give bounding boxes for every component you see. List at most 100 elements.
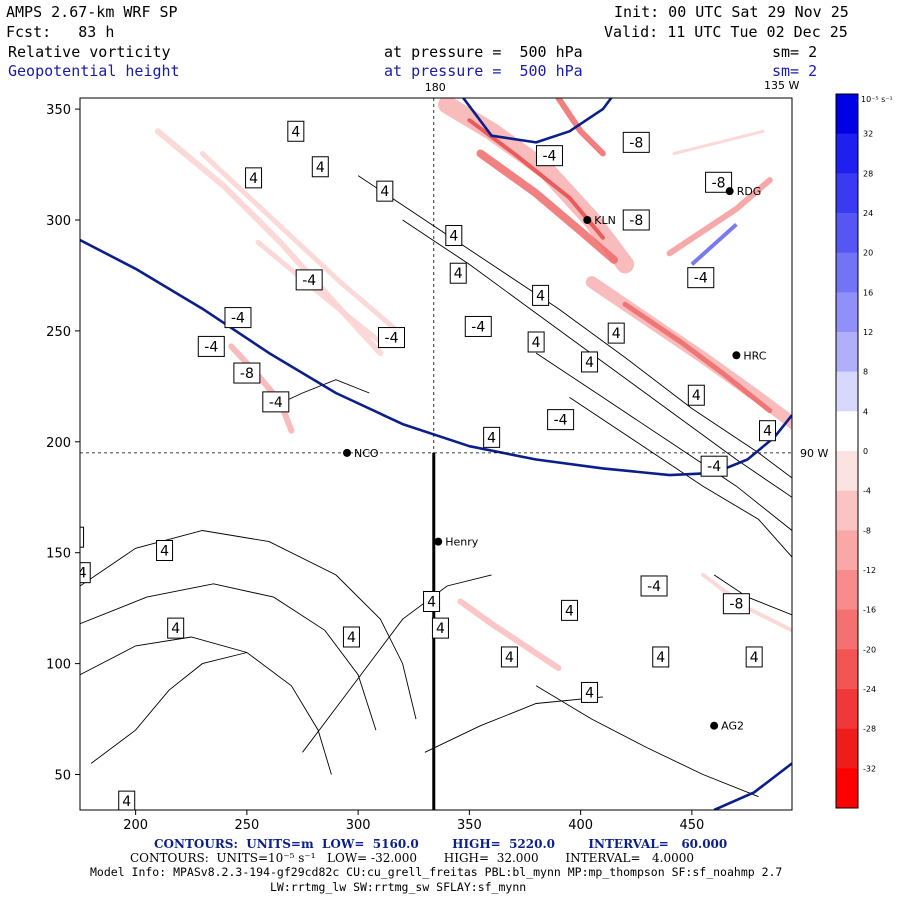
contour-label-box (607, 322, 625, 344)
station-marker (343, 448, 351, 457)
station-label: NCO (354, 447, 379, 460)
vorticity-contour (569, 397, 792, 558)
forecast-hour: Fcst: 83 h (6, 23, 115, 41)
contour-value-label: 4 (167, 617, 185, 639)
contour-value-label: 4 (652, 646, 670, 668)
contour-value-label: 4 (581, 351, 599, 373)
field1-name: Relative vorticity (8, 43, 171, 61)
contour-value-label: 4 (342, 626, 360, 648)
contour-label-text: 4 (291, 124, 300, 140)
contour-value-label: 4 (431, 617, 449, 639)
colorbar-swatch (836, 133, 858, 174)
contour-label-text: 4 (171, 621, 180, 637)
contour-label-box (527, 331, 545, 353)
contour-label-box (287, 120, 305, 142)
colorbar-frame (835, 93, 859, 809)
contour-label-text: -4 (204, 339, 218, 355)
colorbar-tick-label: 8 (863, 368, 868, 377)
contour-value-label: -8 (233, 362, 261, 384)
station-marker (583, 215, 592, 224)
contour-value-label: 4 (156, 539, 174, 561)
vorticity-contour (402, 219, 792, 498)
contour-label-text: -4 (694, 271, 708, 287)
station-marker (725, 187, 734, 196)
contour-label-text: 4 (612, 326, 621, 342)
vorticity-contour (90, 652, 248, 764)
colorbar-swatch (836, 411, 858, 452)
vorticity-contour (302, 574, 492, 753)
contour-label-box (295, 269, 323, 291)
contour-label-text: 4 (15, 543, 24, 559)
contour-label-box (80, 526, 85, 548)
colorbar-swatch (836, 768, 858, 809)
colorbar-swatch (836, 213, 858, 254)
contour-value-label: 4 (12, 540, 28, 560)
vorticity-contour-info: CONTOURS: UNITS=10⁻⁵ s⁻¹ LOW= -32.000 HI… (130, 851, 694, 865)
lon-label-135w: 135 W (764, 79, 799, 92)
colorbar-tick-label: 12 (863, 328, 873, 337)
contour-label-box (700, 455, 728, 477)
contour-value-label: -4 (547, 409, 575, 431)
contour-label-text: 4 (347, 630, 356, 646)
y-tick-label: 300 (46, 214, 71, 229)
vorticity-contour (80, 583, 377, 731)
colorbar-tick-label: -24 (863, 685, 876, 694)
contour-value-label: 4 (78, 562, 91, 584)
contour-label-box (118, 790, 136, 810)
y-tick-label: 250 (46, 325, 71, 340)
contour-value-label: -4 (295, 269, 323, 291)
contour-label-text: 4 (763, 424, 772, 440)
vorticity-contour (357, 175, 792, 479)
contour-label-text: 4 (78, 566, 87, 582)
x-tick-label: 400 (568, 818, 593, 833)
contour-label-text: 4 (656, 650, 665, 666)
contour-value-label: -4 (687, 267, 715, 289)
vorticity-band (438, 98, 635, 274)
contour-label-box (156, 539, 174, 561)
station-label: KLN (594, 214, 616, 227)
y-tick-label: 150 (46, 547, 71, 562)
contour-label-text: 4 (487, 430, 496, 446)
field2-smoothing: sm= 2 (772, 62, 818, 80)
colorbar-swatch (836, 371, 858, 412)
vorticity-contour (80, 530, 417, 720)
contour-label-text: 4 (565, 603, 574, 619)
contour-label-text: -8 (712, 175, 726, 191)
station-label: Henry (445, 536, 479, 549)
height-contour (461, 98, 613, 144)
contour-label-box (687, 384, 705, 406)
contour-label-text: 4 (585, 355, 594, 371)
model-info-physics: LW:rrtmg_lw SW:rrtmg_sw SFLAY:sf_mynn (270, 880, 527, 894)
colorbar-tick-label: -20 (863, 645, 876, 654)
plot-frame (79, 97, 793, 811)
contour-label-text: -4 (269, 395, 283, 411)
contour-value-label: -4 (197, 335, 225, 357)
valid-time: Valid: 11 UTC Tue 02 Dec 25 (604, 23, 848, 41)
colorbar-tick-label: 20 (863, 249, 873, 258)
y-tick-label: 100 (46, 658, 71, 673)
contour-value-label: 4 (687, 384, 705, 406)
colorbar-swatch (836, 570, 858, 611)
contour-label-text: 4 (160, 543, 169, 559)
field1-smoothing: sm= 2 (772, 43, 818, 61)
contour-label-text: -4 (231, 311, 245, 327)
contour-label-box (224, 307, 252, 329)
x-tick-label: 300 (346, 818, 371, 833)
colorbar-swatch (836, 609, 858, 650)
vorticity-band (154, 128, 384, 357)
colorbar-tick-label: -32 (863, 764, 876, 773)
contour-value-label: 4 (311, 156, 329, 178)
contour-label-text: 4 (505, 650, 514, 666)
colorbar-unit: 10⁻⁵ s⁻¹ (861, 95, 893, 104)
contour-value-label: -4 (464, 315, 492, 337)
contour-label-text: 4 (380, 184, 389, 200)
contour-label-box (197, 335, 225, 357)
contour-label-text: -4 (302, 273, 316, 289)
contour-label-box (886, 150, 900, 170)
contour-value-label: 4 (287, 120, 305, 142)
colorbar-swatch (836, 94, 858, 135)
contour-label-text: -4 (707, 459, 721, 475)
field2-name: Geopotential height (8, 62, 180, 80)
colorbar-tick-label: -16 (863, 606, 876, 615)
contour-value-label: -4 (224, 307, 252, 329)
